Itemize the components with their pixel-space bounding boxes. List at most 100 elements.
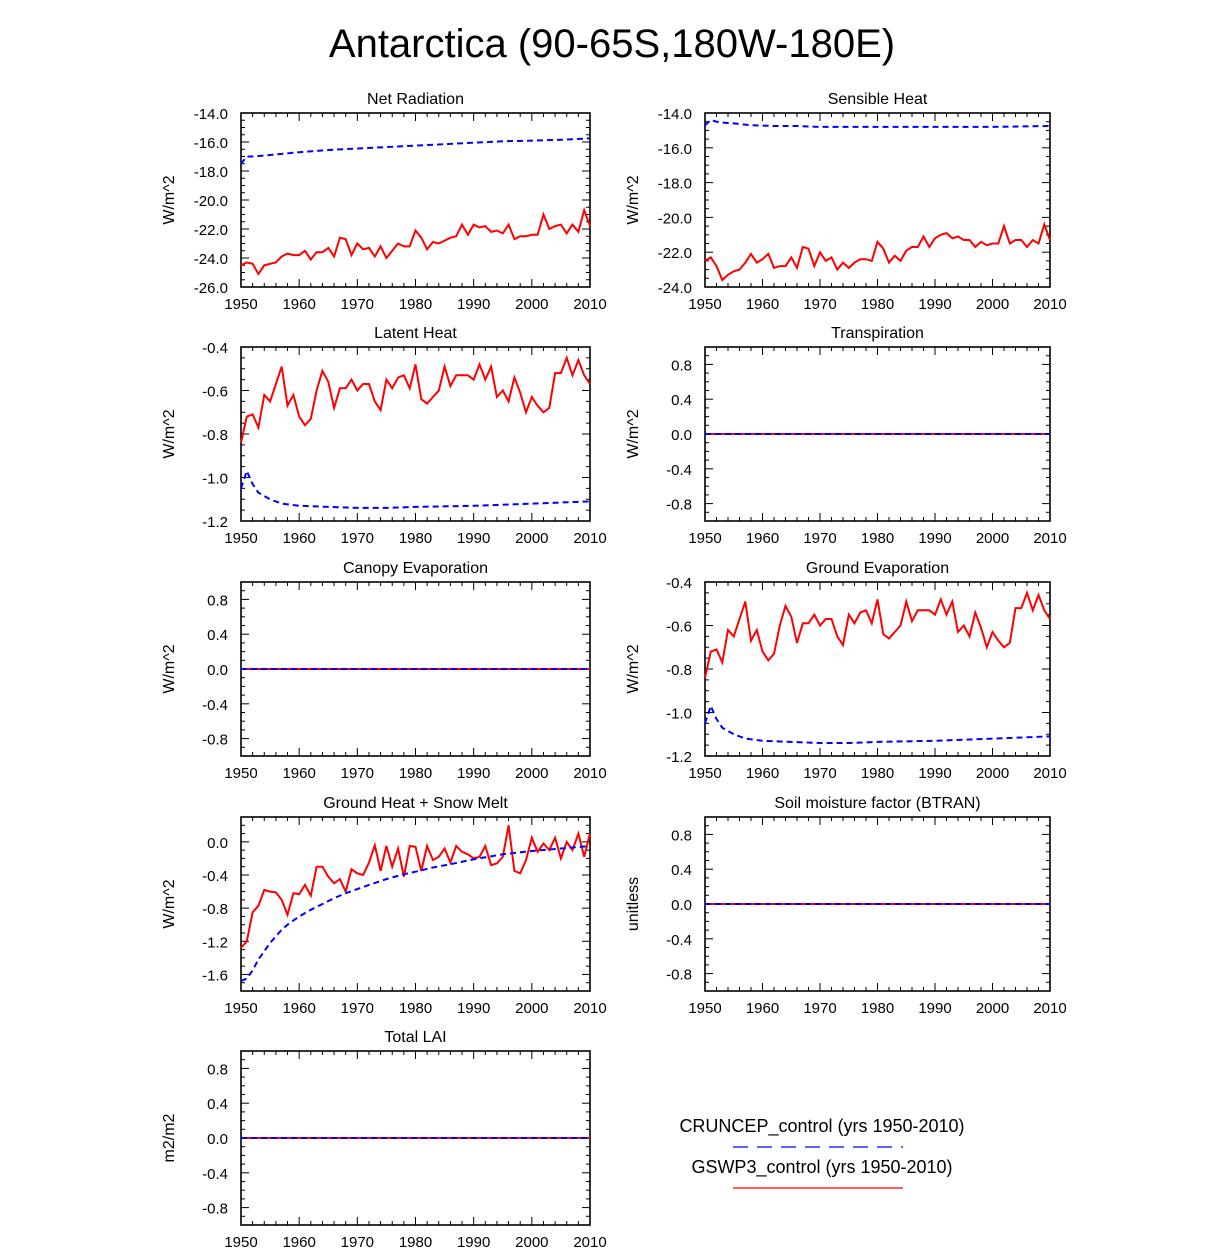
y-tick-label: -0.4 <box>202 340 228 357</box>
x-tick-label: 1980 <box>399 296 432 313</box>
x-tick-label: 1980 <box>399 1000 432 1017</box>
x-tick-label: 1970 <box>341 1000 374 1017</box>
y-tick-label: -0.8 <box>202 901 228 918</box>
x-tick-label: 1970 <box>341 530 374 547</box>
panel-title: Total LAI <box>384 1029 446 1046</box>
series-gswp3-control <box>704 221 1051 282</box>
x-tick-label: 1950 <box>224 296 257 313</box>
x-tick-label: 1950 <box>224 1000 257 1017</box>
y-tick-label: -20.0 <box>658 210 692 227</box>
x-tick-label: 1970 <box>803 1000 836 1017</box>
panel-title: Soil moisture factor (BTRAN) <box>774 795 980 812</box>
y-tick-label: -0.8 <box>666 497 692 514</box>
x-tick-label: 1960 <box>746 765 779 782</box>
y-tick-label: -0.4 <box>666 575 692 592</box>
x-tick-label: 1980 <box>861 296 894 313</box>
x-tick-label: 1950 <box>688 530 721 547</box>
x-tick-label: 1980 <box>861 765 894 782</box>
x-tick-label: 2000 <box>515 1234 548 1251</box>
y-tick-label: -0.4 <box>202 697 228 714</box>
x-tick-label: 2000 <box>976 530 1009 547</box>
series-cruncep-control <box>704 703 1051 744</box>
x-tick-label: 1980 <box>399 530 432 547</box>
y-tick-label: 0.8 <box>671 827 692 844</box>
y-tick-label: -1.0 <box>666 706 692 723</box>
x-tick-label: 1950 <box>688 296 721 313</box>
y-tick-label: -16.0 <box>194 135 228 152</box>
y-axis-label: unitless <box>625 877 642 931</box>
plot-frame <box>240 346 591 522</box>
y-tick-label: -24.0 <box>658 280 692 297</box>
panel-title: Sensible Heat <box>828 91 928 108</box>
y-tick-label: -16.0 <box>658 141 692 158</box>
x-tick-label: 2000 <box>515 530 548 547</box>
y-tick-label: 0.0 <box>207 662 228 679</box>
x-tick-label: 1980 <box>399 1234 432 1251</box>
x-tick-label: 2010 <box>1033 1000 1066 1017</box>
x-tick-label: 2000 <box>976 296 1009 313</box>
x-tick-label: 2000 <box>976 1000 1009 1017</box>
y-tick-label: -22.0 <box>658 245 692 262</box>
x-tick-label: 1970 <box>803 765 836 782</box>
plot-frame <box>240 816 591 992</box>
x-tick-label: 1970 <box>803 296 836 313</box>
x-tick-label: 1990 <box>918 765 951 782</box>
legend: CRUNCEP_control (yrs 1950-2010) GSWP3_co… <box>679 1116 965 1189</box>
plot-frame <box>240 112 591 288</box>
y-tick-label: 0.0 <box>671 897 692 914</box>
legend-label-gswp3: GSWP3_control (yrs 1950-2010) <box>691 1157 952 1178</box>
x-tick-label: 2000 <box>515 1000 548 1017</box>
x-tick-label: 1960 <box>282 296 315 313</box>
y-tick-label: 0.4 <box>207 1096 228 1113</box>
panel-total-lai: Total LAI m2/m2 1950 1960 1970 1980 1990 2000 20… <box>161 1029 607 1251</box>
figure-title: Antarctica (90-65S,180W-180E) <box>329 22 895 66</box>
y-tick-label: 0.0 <box>207 1131 228 1148</box>
y-axis-label: W/m^2 <box>161 175 178 224</box>
x-tick-label: 1990 <box>457 530 490 547</box>
y-tick-label: -20.0 <box>194 193 228 210</box>
y-tick-label: -1.2 <box>666 749 692 766</box>
x-tick-label: 2010 <box>1033 765 1066 782</box>
series-gswp3-control <box>240 206 591 276</box>
y-tick-label: -1.2 <box>202 934 228 951</box>
x-tick-label: 1960 <box>282 765 315 782</box>
panel-title: Canopy Evaporation <box>343 560 488 577</box>
panel-title: Transpiration <box>831 325 924 342</box>
x-tick-label: 1950 <box>224 530 257 547</box>
y-tick-label: -0.8 <box>666 967 692 984</box>
x-tick-label: 1950 <box>224 1234 257 1251</box>
x-tick-label: 2010 <box>573 1234 606 1251</box>
y-tick-label: -0.8 <box>202 732 228 749</box>
panel-title: Ground Heat + Snow Melt <box>323 795 508 812</box>
plot-frame <box>704 581 1051 757</box>
y-tick-label: -1.0 <box>202 471 228 488</box>
panel-title: Net Radiation <box>367 91 464 108</box>
x-tick-label: 1990 <box>918 530 951 547</box>
series-cruncep-control <box>240 137 591 165</box>
x-tick-label: 1960 <box>282 1234 315 1251</box>
x-tick-label: 1950 <box>224 765 257 782</box>
y-tick-label: -18.0 <box>658 176 692 193</box>
x-tick-label: 1980 <box>861 1000 894 1017</box>
panel-canopy-evaporation: Canopy Evaporation W/m^2 1950 1960 1970 1980 1… <box>161 560 607 782</box>
x-tick-label: 1990 <box>457 1234 490 1251</box>
y-tick-label: 0.4 <box>671 392 692 409</box>
series-cruncep-control <box>704 118 1051 128</box>
x-tick-label: 1990 <box>918 296 951 313</box>
y-tick-label: 0.4 <box>671 862 692 879</box>
x-tick-label: 2000 <box>515 765 548 782</box>
x-tick-label: 1950 <box>688 765 721 782</box>
x-tick-label: 1960 <box>282 530 315 547</box>
y-tick-label: -26.0 <box>194 280 228 297</box>
y-tick-label: -1.6 <box>202 967 228 984</box>
x-tick-label: 1990 <box>457 296 490 313</box>
y-axis-label: W/m^2 <box>161 879 178 928</box>
x-tick-label: 1990 <box>457 1000 490 1017</box>
panel-ground-heat-snow-melt: Ground Heat + Snow Melt W/m^2 1950 1960 1970… <box>161 795 607 1017</box>
y-tick-label: -0.8 <box>666 662 692 679</box>
x-tick-label: 2010 <box>1033 296 1066 313</box>
panel-soil-moisture-factor: Soil moisture factor (BTRAN) unitless 1950… <box>625 795 1067 1017</box>
x-tick-label: 1970 <box>341 296 374 313</box>
y-axis-label: W/m^2 <box>625 409 642 458</box>
